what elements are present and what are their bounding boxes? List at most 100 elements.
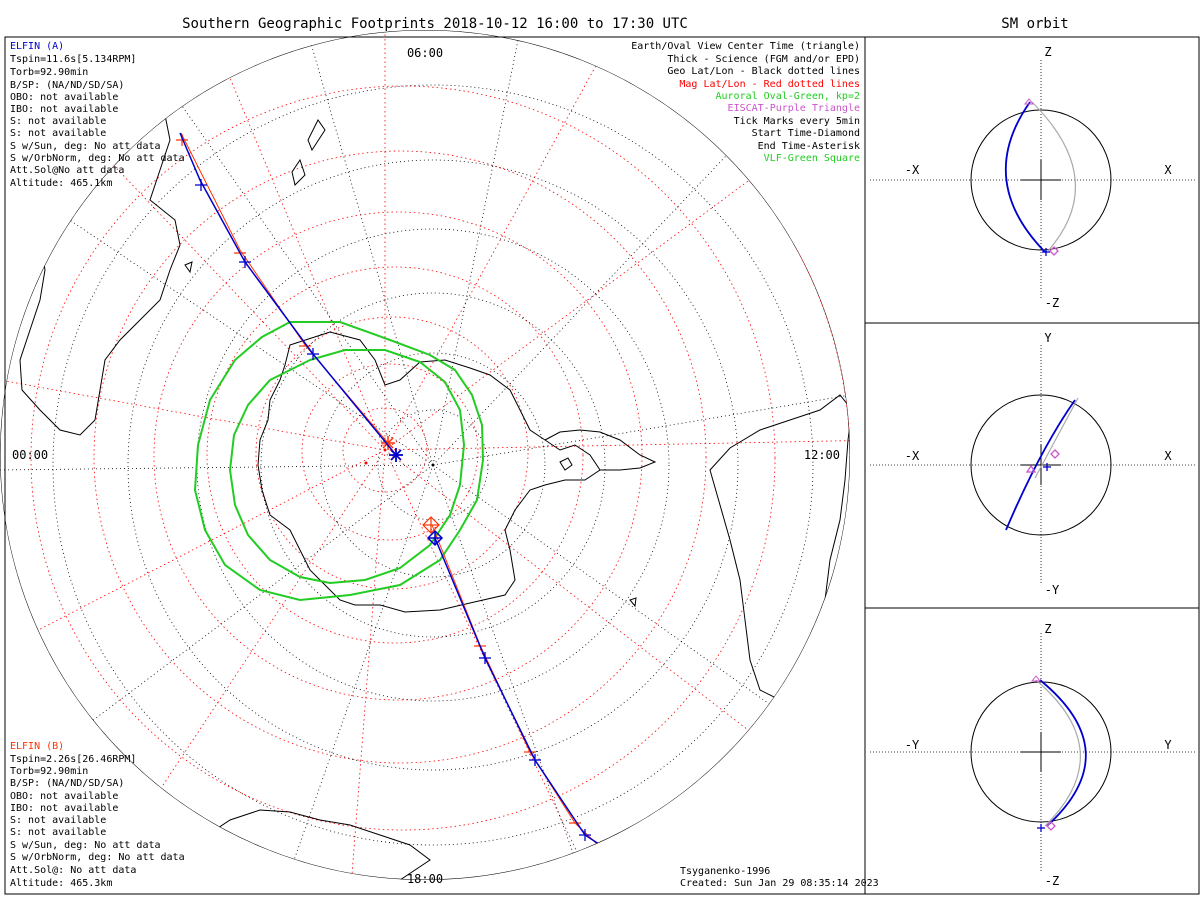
earth-circle (970, 394, 1112, 536)
elfin-a-info: ELFIN (A) Tspin=11.6s[5.134RPM] Torb=92.… (10, 41, 185, 189)
legend-item: Thick - Science (FGM and/or EPD) (667, 54, 860, 65)
elfin-a-track (179, 132, 612, 855)
svg-text:Att.Sol@: No att data: Att.Sol@: No att data (10, 865, 136, 876)
svg-text:S: not available: S: not available (10, 116, 106, 127)
sm-markers (1025, 246, 1060, 832)
created-timestamp: Created: Sun Jan 29 08:35:14 2023 (680, 878, 879, 889)
axis-label: -X (905, 449, 920, 463)
elfin-b-ticks (176, 134, 581, 824)
axis-label: Y (1164, 738, 1172, 752)
legend-item: Auroral Oval-Green, kp=2 (716, 91, 861, 102)
legend-item: Start Time-Diamond (752, 128, 860, 139)
svg-text:OBO: not available: OBO: not available (10, 791, 118, 802)
svg-text:IBO: not available: IBO: not available (10, 104, 118, 115)
sm-start-diamond (1046, 246, 1060, 831)
sm-panel-yz: Z -Z -Y Y (870, 622, 1195, 888)
antarctica-coast (257, 331, 601, 613)
sm-eiscat-triangle (1023, 98, 1035, 105)
svg-text:S: not available: S: not available (10, 815, 106, 826)
lt-label-18: 18:00 (407, 872, 443, 886)
elfin-b-end-asterisk (381, 436, 395, 450)
earth-circle (970, 681, 1112, 823)
sm-orbit-b (1031, 101, 1077, 252)
peninsula-coast (544, 429, 657, 471)
figure-title: Southern Geographic Footprints 2018-10-1… (182, 16, 688, 32)
legend-item: Tick Marks every 5min (734, 116, 860, 127)
new-zealand-coast (291, 119, 326, 186)
legend-item: End Time-Asterisk (758, 141, 860, 152)
sm-panel-xy: Y -Y -X X (870, 331, 1195, 597)
geo-meridians (0, 30, 850, 880)
legend-item: Geo Lat/Lon - Black dotted lines (667, 66, 860, 77)
footer: Tsyganenko-1996 Created: Sun Jan 29 08:3… (680, 866, 879, 889)
svg-text:S w/Sun, deg: No att data: S w/Sun, deg: No att data (10, 840, 161, 851)
africa-coast (199, 809, 431, 880)
axis-label: -X (905, 163, 920, 177)
sm-orbit-a (1004, 101, 1046, 253)
svg-text:Torb=92.90min: Torb=92.90min (10, 67, 88, 78)
elfin-b-track (176, 132, 599, 846)
axis-label: Y (1044, 331, 1052, 345)
axis-label: Z (1044, 622, 1051, 636)
earth-circle (970, 109, 1112, 251)
sm-orbit-b (1035, 679, 1081, 827)
elfin-a-start-diamond (426, 529, 444, 547)
south-america-coast (709, 394, 850, 701)
svg-text:S: not available: S: not available (10, 128, 106, 139)
axis-label: -Z (1045, 296, 1059, 310)
sm-eiscat-triangle (1025, 464, 1037, 473)
legend: Earth/Oval View Center Time (triangle) T… (631, 41, 860, 164)
svg-text:B/SP: (NA/ND/SD/SA): B/SP: (NA/ND/SD/SA) (10, 778, 124, 789)
coastlines (19, 114, 850, 880)
svg-text:Tspin=11.6s[5.134RPM]: Tspin=11.6s[5.134RPM] (10, 54, 136, 65)
svg-text:Tspin=2.26s[26.46RPM]: Tspin=2.26s[26.46RPM] (10, 754, 136, 765)
sm-title: SM orbit (1001, 16, 1068, 32)
legend-item: VLF-Green Square (764, 153, 860, 164)
geo-lat-circles (52, 84, 814, 846)
islands (184, 261, 637, 608)
sm-orbit-a (1039, 679, 1087, 827)
svg-text:S w/OrbNorm, deg: No att data: S w/OrbNorm, deg: No att data (10, 852, 185, 863)
sm-panel-xz: Z -Z -X X (870, 45, 1195, 310)
elfin-a-end-asterisk (389, 448, 403, 462)
auroral-oval-inner (228, 349, 466, 585)
mag-lat-circles (0, 30, 850, 880)
sm-orbit-a (1005, 399, 1076, 531)
svg-text:IBO: not available: IBO: not available (10, 803, 118, 814)
polar-map (0, 30, 850, 880)
svg-text:S: not available: S: not available (10, 827, 106, 838)
sm-frame (864, 36, 1200, 895)
lt-label-12: 12:00 (804, 448, 840, 462)
auroral-oval (193, 321, 485, 602)
geo-pole (431, 463, 435, 467)
svg-text:Att.Sol@No att data: Att.Sol@No att data (10, 165, 124, 176)
elfin-a-ticks (195, 179, 612, 855)
mag-pole (364, 461, 368, 465)
axis-label: X (1164, 163, 1172, 177)
elfin-a-track-line (179, 132, 606, 849)
legend-item: Earth/Oval View Center Time (triangle) (631, 41, 860, 52)
axis-label: -Y (1045, 583, 1060, 597)
axis-label: Z (1044, 45, 1051, 59)
elfin-b-track-line (180, 132, 599, 846)
elfin-b-info: ELFIN (B) Tspin=2.26s[26.46RPM] Torb=92.… (10, 741, 185, 889)
axis-label: X (1164, 449, 1172, 463)
sm-orbit-b (1034, 397, 1079, 479)
australia-coast (19, 114, 181, 436)
legend-item: EISCAT-Purple Triangle (728, 103, 860, 114)
elfin-b-name: ELFIN (B) (10, 741, 64, 752)
elfin-b-start-diamond (422, 516, 440, 534)
svg-text:Altitude: 465.1km: Altitude: 465.1km (10, 178, 112, 189)
svg-text:Altitude: 465.3km: Altitude: 465.3km (10, 878, 112, 889)
legend-item: Mag Lat/Lon - Red dotted lines (679, 79, 860, 90)
model-name: Tsyganenko-1996 (680, 866, 770, 877)
lt-label-06: 06:00 (407, 46, 443, 60)
svg-text:OBO: not available: OBO: not available (10, 92, 118, 103)
lt-label-00: 00:00 (12, 448, 48, 462)
elfin-a-name: ELFIN (A) (10, 41, 64, 52)
svg-text:S w/Sun, deg: No att data: S w/Sun, deg: No att data (10, 141, 161, 152)
sm-eiscat-triangle (1030, 675, 1042, 682)
svg-text:S w/OrbNorm, deg: No att data: S w/OrbNorm, deg: No att data (10, 153, 185, 164)
svg-text:Torb=92.90min: Torb=92.90min (10, 766, 88, 777)
